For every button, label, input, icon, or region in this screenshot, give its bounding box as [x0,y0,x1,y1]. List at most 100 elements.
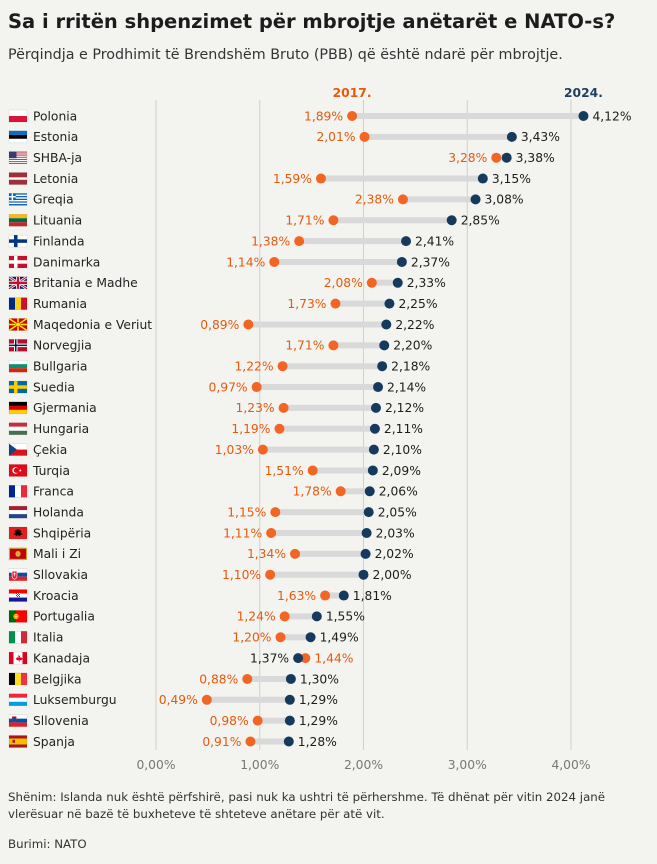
marker-2017 [315,173,326,184]
value-label-2017: 0,89% [200,318,239,332]
marker-2017 [491,152,502,163]
flag-tr-icon [8,464,28,477]
value-label-2024: 2,00% [373,568,412,582]
table-row: Belgjika 0,88% 1,30% [8,672,339,686]
value-label-2017: 1,22% [234,360,273,374]
country-label: Finlanda [33,234,84,248]
marker-2024 [392,277,403,288]
value-label-2017: 1,71% [285,214,324,228]
flag-fr-icon [8,485,28,498]
marker-2024 [470,194,481,205]
flag-ee-icon [8,130,28,144]
marker-2024 [285,673,296,684]
marker-2024 [501,152,512,163]
table-row: Gjermania 1,23% 2,12% [8,401,424,415]
table-row: Finlanda 1,38% 2,41% [8,234,454,248]
marker-2024 [578,111,589,121]
marker-2024 [384,298,395,309]
country-label: Greqia [33,193,74,207]
table-row: Çekia 1,03% 2,10% [8,443,422,457]
country-label: Estonia [33,130,78,144]
country-label: Mali i Zi [33,547,81,561]
table-row: Kanadaja 1,37% 1,44% [8,651,353,665]
country-label: Franca [33,485,74,499]
marker-2024 [446,215,457,226]
flag-be-icon [8,672,28,686]
country-label: Luksemburgu [33,693,117,707]
table-row: Shqipëria 1,11% 2,03% [8,526,415,540]
flag-mk-icon [8,317,28,332]
marker-2024 [284,694,295,705]
marker-2017 [252,715,263,726]
flag-lv-icon [8,172,28,185]
value-label-2017: 1,20% [232,631,271,645]
value-label-2024: 2,12% [385,401,424,415]
value-label-2017: 0,98% [210,714,249,728]
flag-nl-icon [8,505,28,519]
value-label-2024: 2,18% [391,360,430,374]
table-row: Lituania 1,71% 2,85% [8,214,500,228]
country-label: Holanda [33,505,84,519]
value-label-2017: 1,24% [237,610,276,624]
marker-2024 [363,507,374,518]
x-tick-label: 2,00% [344,758,383,772]
marker-2017 [359,131,370,142]
year-headers: 2017. 2024. [333,86,603,100]
value-label-2017: 1,10% [222,568,261,582]
x-tick-label: 0,00% [136,758,175,772]
flag-bg-icon [8,359,28,373]
marker-2017 [242,673,253,684]
marker-2017 [278,402,289,413]
value-label-2017: 1,78% [293,485,332,499]
table-row: Mali i Zi 1,34% 2,02% [8,547,414,561]
table-row: Franca 1,78% 2,06% [8,485,418,499]
flag-fi-icon [8,234,28,248]
x-axis: 0,00% 1,00% 2,00% 3,00% 4,00% [136,758,590,772]
flag-es-icon [8,735,28,748]
value-label-2024: 2,11% [384,422,423,436]
flag-it-icon [8,631,28,644]
value-label-2024: 3,15% [492,172,531,186]
marker-2017 [201,694,212,705]
marker-2017 [274,423,285,434]
value-label-2017: 1,34% [247,547,286,561]
value-label-2024: 2,22% [395,318,434,332]
value-label-2024: 1,28% [298,735,337,749]
x-tick-label: 1,00% [240,758,279,772]
marker-2017 [279,611,290,622]
flag-lt-icon [8,214,28,227]
value-label-2017: 2,38% [355,193,394,207]
value-label-2017: 0,49% [159,693,198,707]
value-label-2017: 1,14% [226,255,265,269]
table-row: Suedia 0,97% 2,14% [8,380,426,394]
marker-2024 [367,465,378,476]
flag-dk-icon [8,255,28,269]
value-label-2024: 2,85% [461,214,500,228]
value-label-2017: 0,97% [209,380,248,394]
marker-2017 [294,236,305,247]
marker-2017 [328,340,339,351]
footnote: Shënim: Islanda nuk është përfshirë, pas… [8,790,606,821]
table-row: Italia 1,20% 1,49% [8,631,359,645]
marker-2017 [366,277,377,288]
country-label: Belgjika [33,672,82,686]
flag-us-icon [8,151,28,164]
table-row: Sllovakia 1,10% 2,00% [8,568,412,582]
value-label-2024: 3,43% [521,130,560,144]
flag-hu-icon [8,422,28,435]
value-label-2017: 1,44% [314,651,353,665]
value-label-2024: 2,10% [383,443,422,457]
value-label-2024: 1,29% [299,714,338,728]
value-label-2017: 0,88% [199,672,238,686]
value-label-2024: 2,37% [411,255,450,269]
marker-2017 [257,444,268,455]
marker-2024 [506,131,517,142]
marker-2024 [284,715,295,726]
country-label: Kanadaja [33,651,90,665]
country-label: Maqedonia e Veriut [33,318,152,332]
marker-2024 [364,486,375,497]
marker-2024 [311,611,322,622]
table-row: Holanda 1,15% 2,05% [8,505,417,519]
value-label-2017: 1,51% [265,464,304,478]
value-label-2024: 4,12% [592,109,631,123]
